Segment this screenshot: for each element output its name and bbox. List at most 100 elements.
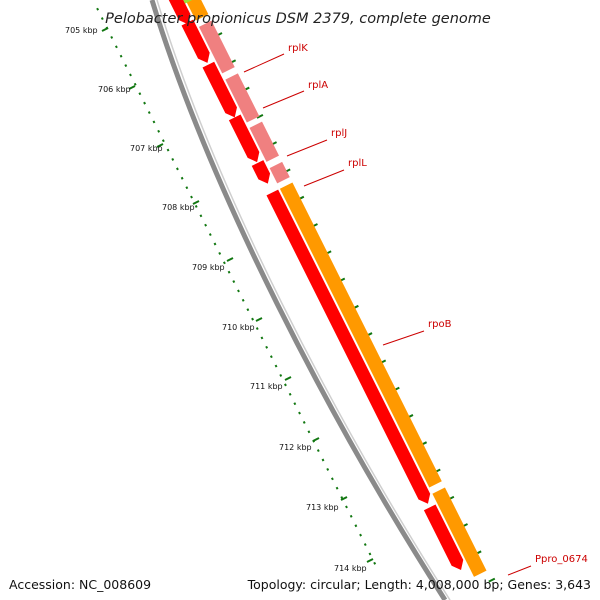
- ruler-dot: [349, 514, 353, 518]
- cds-outer-block: [432, 487, 487, 577]
- ruler-dot: [284, 383, 287, 387]
- label-leader: [262, 90, 305, 109]
- gene-label-rpla: rplA: [308, 80, 328, 91]
- cds-outer-block: [249, 121, 280, 162]
- ruler-dot: [302, 420, 306, 424]
- accession-text: Accession: NC_008609: [9, 577, 152, 592]
- cds-block: [202, 61, 237, 118]
- ruler-dot: [255, 327, 259, 330]
- ruler-dot: [213, 242, 217, 246]
- label-leader: [286, 139, 328, 157]
- ruler-dot: [176, 167, 179, 171]
- ruler-dot: [265, 345, 269, 349]
- rrna-block: [183, 0, 193, 4]
- ruler-dot: [218, 251, 222, 255]
- ruler-major-tick: [101, 27, 109, 32]
- gene-label-ppro_0674: Ppro_0674: [535, 554, 588, 565]
- ruler-dot: [354, 524, 358, 528]
- ruler-dot: [321, 458, 325, 462]
- ruler-label: 713 kbp: [306, 503, 339, 512]
- label-leader: [382, 330, 425, 346]
- genome-stats-text: Topology: circular; Length: 4,008,000 bp…: [247, 577, 591, 592]
- ruler-dot: [340, 496, 344, 500]
- ruler-major-tick: [156, 143, 164, 148]
- ruler-dot: [288, 392, 292, 396]
- ruler-dot: [114, 45, 118, 49]
- ruler-dot: [260, 336, 264, 340]
- ruler-major-tick: [128, 85, 136, 90]
- ruler-dot: [147, 111, 151, 114]
- ruler-dot: [110, 35, 114, 39]
- ruler-major-tick: [340, 496, 348, 501]
- cds-block: [423, 504, 464, 570]
- ruler-dot: [138, 92, 142, 96]
- cds-block: [181, 19, 210, 63]
- ruler-major-tick: [255, 317, 263, 322]
- ruler-dot: [100, 17, 104, 21]
- cds-block: [266, 189, 431, 504]
- gene-label-rpob: rpoB: [428, 319, 452, 330]
- label-leader: [243, 53, 285, 73]
- ruler-dot: [345, 505, 348, 509]
- ruler-dot: [199, 214, 203, 218]
- outer-tick: [488, 577, 496, 583]
- ruler-dot: [96, 7, 100, 11]
- label-leader: [507, 565, 532, 576]
- ruler-label: 714 kbp: [334, 564, 367, 573]
- gene-labels: rplK rplA rplJ rplL rpoB Ppro_0674: [288, 43, 588, 565]
- ruler-dot: [237, 289, 240, 293]
- feature-track: [168, 0, 487, 577]
- cds-outer-block: [279, 182, 442, 488]
- gene-label-rpll: rplL: [348, 158, 367, 169]
- ruler-dot: [241, 298, 245, 302]
- cds-outer-block: [185, 0, 209, 21]
- ruler-label: 706 kbp: [98, 85, 131, 94]
- ruler-dot: [269, 355, 273, 359]
- ruler-dot: [227, 270, 231, 274]
- label-leaders: [243, 53, 532, 576]
- ruler-label: 709 kbp: [192, 263, 225, 272]
- cds-block: [228, 114, 260, 163]
- ruler-dot: [129, 73, 132, 77]
- ruler-dot: [143, 101, 146, 105]
- ruler-label: 707 kbp: [130, 144, 163, 153]
- gene-label-rplk: rplK: [288, 43, 308, 54]
- ruler-dot: [124, 64, 128, 68]
- ruler-major-tick: [284, 376, 292, 381]
- ruler-dot: [363, 543, 367, 546]
- ruler-label: 708 kbp: [162, 203, 195, 212]
- ruler-dot: [152, 120, 156, 124]
- ruler-dot: [208, 233, 212, 237]
- ruler-dot: [274, 364, 278, 368]
- ruler-dots: [96, 7, 377, 565]
- ruler-dot: [330, 477, 334, 481]
- ruler-major-tick: [226, 257, 234, 262]
- ruler-dot: [119, 54, 123, 58]
- cds-outer-block: [225, 73, 260, 123]
- ruler-dot: [335, 486, 339, 490]
- ruler-dot: [133, 82, 137, 86]
- ruler-dot: [279, 374, 283, 377]
- gene-label-rplj: rplJ: [331, 128, 347, 139]
- ruler-dot: [307, 430, 311, 434]
- outer-tick-track: [215, 32, 496, 583]
- cds-outer-block: [269, 161, 290, 184]
- ruler-dot: [166, 148, 170, 152]
- ruler-label: 711 kbp: [250, 382, 283, 391]
- ruler-dot: [326, 467, 330, 471]
- cds-block: [251, 160, 271, 184]
- ruler-dot: [222, 261, 226, 265]
- backbone-highlight: [156, 0, 451, 600]
- ruler-dot: [180, 176, 184, 180]
- ruler-dot: [171, 158, 175, 161]
- ruler-label: 710 kbp: [222, 323, 255, 332]
- ruler-major-tick: [312, 437, 320, 442]
- ruler-labels: 705 kbp 706 kbp 707 kbp 708 kbp 709 kbp 710 k…: [65, 26, 374, 573]
- ruler-dot: [373, 561, 377, 565]
- ruler-dot: [368, 552, 372, 556]
- ruler-dot: [185, 186, 189, 190]
- ruler-dot: [316, 449, 320, 453]
- ruler-dot: [359, 533, 362, 537]
- ruler-dot: [194, 204, 198, 208]
